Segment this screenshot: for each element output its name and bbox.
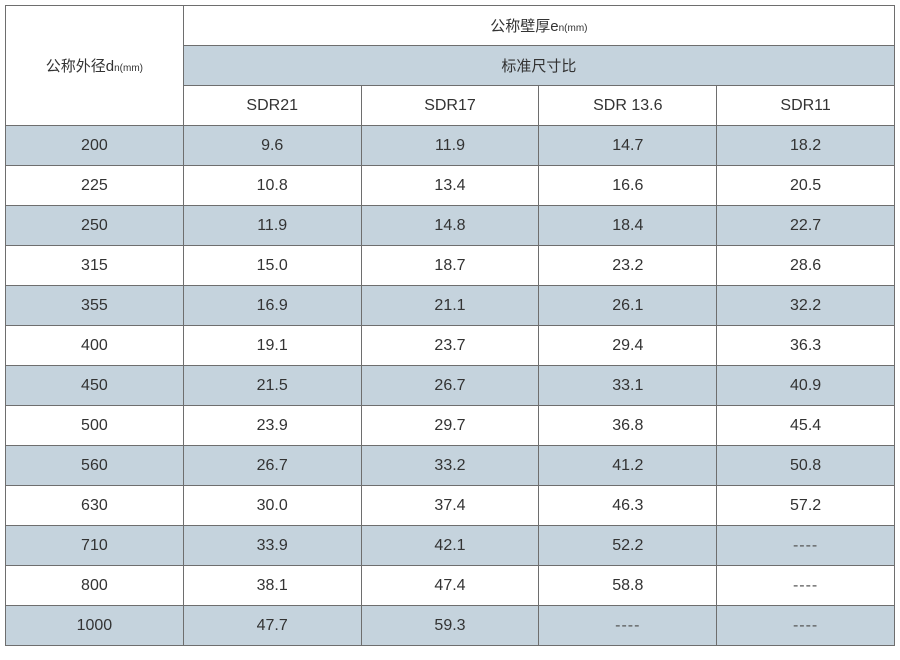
thickness-cell: 37.4	[360, 485, 540, 526]
thickness-cell: 22.7	[716, 205, 895, 246]
column-header: SDR17	[360, 85, 540, 126]
wall-thickness-unit: n(mm)	[558, 23, 588, 34]
thickness-cell: 57.2	[716, 485, 895, 526]
thickness-cell: 18.2	[716, 125, 895, 166]
thickness-cell: 11.9	[360, 125, 540, 166]
thickness-cell: 11.9	[182, 205, 362, 246]
diameter-cell: 200	[5, 125, 184, 166]
thickness-cell: 40.9	[716, 365, 895, 406]
thickness-cell: 47.7	[182, 605, 362, 646]
wall-thickness-label: 公称壁厚e	[490, 18, 559, 35]
thickness-cell: 33.9	[182, 525, 362, 566]
thickness-cell: 26.1	[538, 285, 718, 326]
thickness-cell: 16.6	[538, 165, 718, 206]
thickness-cell: 14.8	[360, 205, 540, 246]
diameter-cell: 800	[5, 565, 184, 606]
table-row: 225 10.8 13.4 16.6 20.5	[5, 165, 895, 206]
diameter-cell: 225	[5, 165, 184, 206]
sdr-header: 标准尺寸比	[182, 45, 896, 86]
thickness-cell: 59.3	[360, 605, 540, 646]
table-row: 315 15.0 18.7 23.2 28.6	[5, 245, 895, 286]
thickness-cell: 29.7	[360, 405, 540, 446]
thickness-cell: 32.2	[716, 285, 895, 326]
table-row: 630 30.0 37.4 46.3 57.2	[5, 485, 895, 526]
thickness-cell: 41.2	[538, 445, 718, 486]
thickness-cell: 58.8	[538, 565, 718, 606]
column-header: SDR 13.6	[538, 85, 718, 126]
outer-diameter-unit: n(mm)	[114, 63, 144, 74]
thickness-cell: 21.5	[182, 365, 362, 406]
thickness-cell: 18.4	[538, 205, 718, 246]
thickness-cell: ----	[716, 525, 895, 566]
thickness-cell: 13.4	[360, 165, 540, 206]
thickness-cell: 36.8	[538, 405, 718, 446]
wall-thickness-header: 公称壁厚en(mm)	[182, 5, 896, 46]
thickness-cell: 28.6	[716, 245, 895, 286]
thickness-cell: ----	[716, 565, 895, 606]
thickness-cell: 45.4	[716, 405, 895, 446]
thickness-cell: 21.1	[360, 285, 540, 326]
diameter-cell: 710	[5, 525, 184, 566]
thickness-cell: 14.7	[538, 125, 718, 166]
diameter-cell: 630	[5, 485, 184, 526]
table-row: 500 23.9 29.7 36.8 45.4	[5, 405, 895, 446]
table-row: 400 19.1 23.7 29.4 36.3	[5, 325, 895, 366]
table-row: 355 16.9 21.1 26.1 32.2	[5, 285, 895, 326]
table-row: 250 11.9 14.8 18.4 22.7	[5, 205, 895, 246]
table-row: 200 9.6 11.9 14.7 18.2	[5, 125, 895, 166]
thickness-cell: ----	[716, 605, 895, 646]
diameter-cell: 250	[5, 205, 184, 246]
thickness-cell: 16.9	[182, 285, 362, 326]
thickness-cell: 36.3	[716, 325, 895, 366]
thickness-cell: 33.2	[360, 445, 540, 486]
table-row: 450 21.5 26.7 33.1 40.9	[5, 365, 895, 406]
column-header: SDR11	[716, 85, 895, 126]
table-row: 800 38.1 47.4 58.8 ----	[5, 565, 895, 606]
thickness-cell: 50.8	[716, 445, 895, 486]
thickness-cell: 23.7	[360, 325, 540, 366]
diameter-cell: 355	[5, 285, 184, 326]
thickness-cell: 23.2	[538, 245, 718, 286]
thickness-cell: 30.0	[182, 485, 362, 526]
diameter-cell: 560	[5, 445, 184, 486]
thickness-cell: 23.9	[182, 405, 362, 446]
outer-diameter-header: 公称外径dn(mm)	[5, 5, 184, 126]
thickness-cell: ----	[538, 605, 718, 646]
thickness-cell: 52.2	[538, 525, 718, 566]
table-row: 560 26.7 33.2 41.2 50.8	[5, 445, 895, 486]
diameter-cell: 500	[5, 405, 184, 446]
table-row: 710 33.9 42.1 52.2 ----	[5, 525, 895, 566]
diameter-cell: 450	[5, 365, 184, 406]
thickness-cell: 9.6	[182, 125, 362, 166]
thickness-cell: 18.7	[360, 245, 540, 286]
thickness-cell: 42.1	[360, 525, 540, 566]
diameter-cell: 315	[5, 245, 184, 286]
diameter-cell: 400	[5, 325, 184, 366]
thickness-cell: 26.7	[182, 445, 362, 486]
diameter-cell: 1000	[5, 605, 184, 646]
thickness-cell: 20.5	[716, 165, 895, 206]
thickness-cell: 33.1	[538, 365, 718, 406]
thickness-cell: 38.1	[182, 565, 362, 606]
thickness-cell: 15.0	[182, 245, 362, 286]
column-header: SDR21	[182, 85, 362, 126]
thickness-cell: 26.7	[360, 365, 540, 406]
thickness-cell: 29.4	[538, 325, 718, 366]
thickness-cell: 47.4	[360, 565, 540, 606]
thickness-cell: 46.3	[538, 485, 718, 526]
sdr-wall-thickness-table: 公称外径dn(mm) 公称壁厚en(mm) 标准尺寸比 SDR21 SDR17 …	[5, 5, 896, 646]
table-row: 1000 47.7 59.3 ---- ----	[5, 605, 895, 646]
thickness-cell: 19.1	[182, 325, 362, 366]
outer-diameter-label: 公称外径d	[45, 58, 115, 75]
thickness-cell: 10.8	[182, 165, 362, 206]
